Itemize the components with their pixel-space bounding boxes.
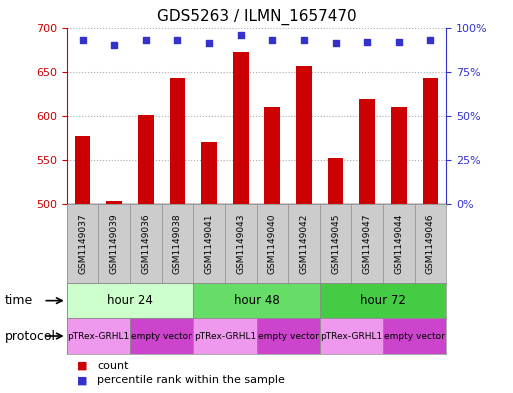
Bar bbox=[193, 283, 320, 318]
Text: GSM1149041: GSM1149041 bbox=[205, 213, 213, 274]
Bar bbox=[359, 99, 375, 204]
Bar bbox=[256, 318, 320, 354]
Text: GSM1149037: GSM1149037 bbox=[78, 213, 87, 274]
Bar bbox=[169, 78, 185, 204]
Text: hour 48: hour 48 bbox=[233, 294, 280, 307]
Text: GSM1149045: GSM1149045 bbox=[331, 213, 340, 274]
Text: ■: ■ bbox=[77, 361, 87, 371]
Point bbox=[110, 42, 118, 48]
Bar bbox=[320, 283, 446, 318]
Text: GSM1149036: GSM1149036 bbox=[141, 213, 150, 274]
Text: GSM1149042: GSM1149042 bbox=[300, 213, 308, 274]
Text: empty vector: empty vector bbox=[131, 332, 192, 340]
Point bbox=[426, 37, 435, 43]
Text: pTRex-GRHL1: pTRex-GRHL1 bbox=[320, 332, 383, 340]
Text: GSM1149043: GSM1149043 bbox=[236, 213, 245, 274]
Bar bbox=[296, 66, 312, 204]
Bar bbox=[138, 115, 154, 204]
Text: count: count bbox=[97, 361, 129, 371]
Text: percentile rank within the sample: percentile rank within the sample bbox=[97, 375, 285, 385]
Text: hour 72: hour 72 bbox=[360, 294, 406, 307]
Text: empty vector: empty vector bbox=[258, 332, 319, 340]
Bar bbox=[67, 283, 193, 318]
Text: GSM1149040: GSM1149040 bbox=[268, 213, 277, 274]
Point bbox=[300, 37, 308, 43]
Point bbox=[236, 31, 245, 38]
Bar bbox=[106, 201, 122, 204]
Bar bbox=[74, 136, 90, 204]
Text: GSM1149044: GSM1149044 bbox=[394, 213, 403, 274]
Bar bbox=[391, 107, 407, 204]
Text: ■: ■ bbox=[77, 375, 87, 385]
Bar bbox=[67, 318, 130, 354]
Text: GSM1149047: GSM1149047 bbox=[363, 213, 372, 274]
Text: protocol: protocol bbox=[5, 329, 56, 343]
Point bbox=[394, 39, 403, 45]
Point bbox=[268, 37, 277, 43]
Text: pTRex-GRHL1: pTRex-GRHL1 bbox=[67, 332, 129, 340]
Text: time: time bbox=[5, 294, 33, 307]
Text: GSM1149039: GSM1149039 bbox=[110, 213, 119, 274]
Text: GSM1149046: GSM1149046 bbox=[426, 213, 435, 274]
Bar bbox=[233, 52, 249, 204]
Bar bbox=[201, 142, 217, 204]
Point bbox=[78, 37, 87, 43]
Bar bbox=[383, 318, 446, 354]
Title: GDS5263 / ILMN_1657470: GDS5263 / ILMN_1657470 bbox=[156, 9, 357, 25]
Bar bbox=[328, 158, 344, 204]
Bar bbox=[264, 107, 280, 204]
Bar bbox=[130, 318, 193, 354]
Text: pTRex-GRHL1: pTRex-GRHL1 bbox=[194, 332, 256, 340]
Point bbox=[142, 37, 150, 43]
Point bbox=[331, 40, 340, 46]
Bar bbox=[193, 318, 256, 354]
Bar bbox=[320, 318, 383, 354]
Text: GSM1149038: GSM1149038 bbox=[173, 213, 182, 274]
Point bbox=[173, 37, 182, 43]
Text: hour 24: hour 24 bbox=[107, 294, 153, 307]
Point bbox=[363, 39, 371, 45]
Bar bbox=[423, 78, 439, 204]
Text: empty vector: empty vector bbox=[384, 332, 445, 340]
Point bbox=[205, 40, 213, 46]
